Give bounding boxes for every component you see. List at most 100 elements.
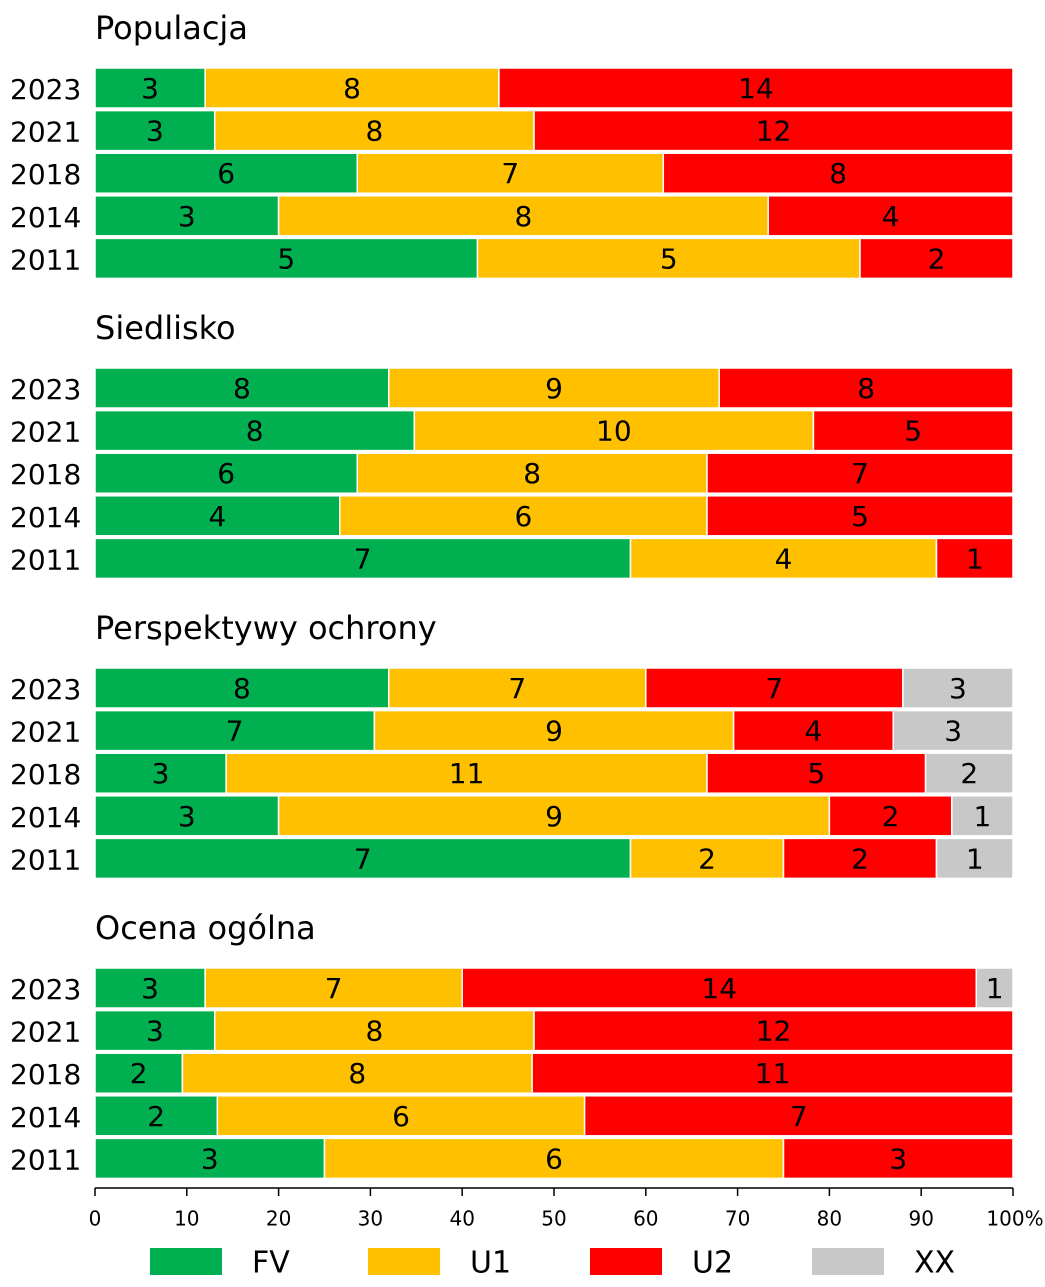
bar-segment [388, 367, 720, 409]
bar-segment [94, 1137, 326, 1180]
bar-segment [213, 1009, 535, 1052]
bar-label: 4 [882, 200, 900, 233]
bar-segment [935, 537, 1014, 580]
bar-label: 8 [233, 672, 251, 705]
bar-label: 9 [545, 372, 563, 405]
bar-segment [94, 1095, 219, 1137]
bar-segment [373, 709, 735, 752]
bar-label: 7 [851, 457, 869, 490]
bar-label: 7 [790, 1100, 808, 1133]
bar-label: 2 [130, 1057, 148, 1090]
x-tick-label: 0 [89, 1207, 102, 1231]
legend-swatch [368, 1248, 440, 1275]
bar-segment [533, 109, 1014, 152]
bar-label: 8 [514, 200, 532, 233]
bar-label: 1 [966, 842, 984, 875]
bar-label: 2 [698, 842, 716, 875]
bar-label: 3 [949, 672, 967, 705]
bar-label: 3 [889, 1142, 907, 1175]
bar-label: 3 [146, 1015, 164, 1048]
bar-label: 2 [928, 242, 946, 275]
x-tick-label: 60 [633, 1207, 658, 1231]
y-tick-label: 2011 [10, 243, 81, 276]
bar-segment [629, 837, 785, 880]
bar-label: 3 [201, 1142, 219, 1175]
legend-swatch [150, 1248, 222, 1275]
bar-label: 1 [973, 800, 991, 833]
bar-label: 7 [765, 672, 783, 705]
y-tick-label: 2018 [10, 458, 81, 491]
bar-label: 10 [596, 415, 632, 448]
bar-label: 8 [365, 1015, 383, 1048]
bar-segment [533, 1009, 1014, 1052]
panel-title: Perspektywy ochrony [95, 609, 437, 647]
bar-label: 8 [348, 1057, 366, 1090]
bar-label: 3 [141, 72, 159, 105]
bar-segment [924, 752, 1014, 794]
bar-segment [413, 409, 815, 452]
bar-label: 8 [233, 372, 251, 405]
bar-label: 3 [141, 972, 159, 1005]
bar-segment [204, 67, 500, 109]
bar-segment [935, 837, 1014, 880]
bar-segment [629, 537, 938, 580]
bar-segment [94, 837, 632, 880]
legend-label: FV [252, 1246, 290, 1281]
bar-segment [782, 837, 938, 880]
bar-segment [951, 795, 1014, 837]
bar-label: 11 [755, 1057, 791, 1090]
y-tick-label: 2021 [10, 1016, 81, 1049]
bar-segment [828, 795, 953, 837]
x-tick-label: 70 [725, 1207, 750, 1231]
bar-label: 8 [365, 115, 383, 148]
bar-segment [732, 709, 895, 752]
bar-label: 14 [701, 972, 737, 1005]
bar-segment [498, 67, 1014, 109]
bar-label: 1 [966, 542, 984, 575]
bar-label: 1 [986, 972, 1004, 1005]
bar-label: 4 [805, 715, 823, 748]
bar-segment [902, 667, 1014, 709]
panel-title: Siedlisko [95, 309, 236, 347]
bar-segment [94, 67, 206, 109]
bar-segment [706, 452, 1014, 494]
bar-segment [767, 195, 1014, 237]
bar-segment [94, 495, 341, 537]
bar-label: 7 [501, 157, 519, 190]
panel-title: Ocena ogólna [95, 909, 316, 947]
bar-segment [583, 1095, 1014, 1137]
bar-segment [213, 109, 535, 152]
bar-segment [94, 795, 280, 837]
bar-segment [356, 152, 665, 194]
bar-label: 3 [146, 115, 164, 148]
bar-label: 7 [226, 715, 244, 748]
bar-label: 12 [756, 115, 792, 148]
bar-label: 5 [851, 500, 869, 533]
legend-label: U1 [470, 1246, 511, 1281]
bar-segment [94, 667, 390, 709]
y-tick-label: 2018 [10, 158, 81, 191]
bar-segment [706, 495, 1014, 537]
bar-label: 2 [851, 842, 869, 875]
bar-segment [94, 1009, 216, 1052]
bar-label: 7 [325, 972, 343, 1005]
bar-label: 8 [246, 415, 264, 448]
bar-segment [94, 152, 359, 194]
bar-segment [356, 452, 708, 494]
bar-label: 3 [178, 200, 196, 233]
bar-segment [94, 452, 359, 494]
bar-segment [975, 967, 1014, 1009]
y-tick-label: 2023 [10, 973, 81, 1006]
bar-segment [706, 752, 927, 794]
bar-segment [94, 967, 206, 1009]
bar-label: 5 [277, 242, 295, 275]
bar-label: 14 [738, 72, 774, 105]
bar-segment [476, 237, 861, 280]
bar-segment [94, 195, 280, 237]
bar-segment [531, 1052, 1014, 1094]
bar-segment [859, 237, 1014, 280]
x-tick-label: 30 [358, 1207, 383, 1231]
bar-label: 2 [147, 1100, 165, 1133]
legend-swatch [590, 1248, 662, 1275]
